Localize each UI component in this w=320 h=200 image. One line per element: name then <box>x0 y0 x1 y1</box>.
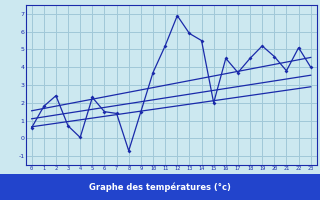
Text: Graphe des températures (°c): Graphe des températures (°c) <box>89 182 231 192</box>
